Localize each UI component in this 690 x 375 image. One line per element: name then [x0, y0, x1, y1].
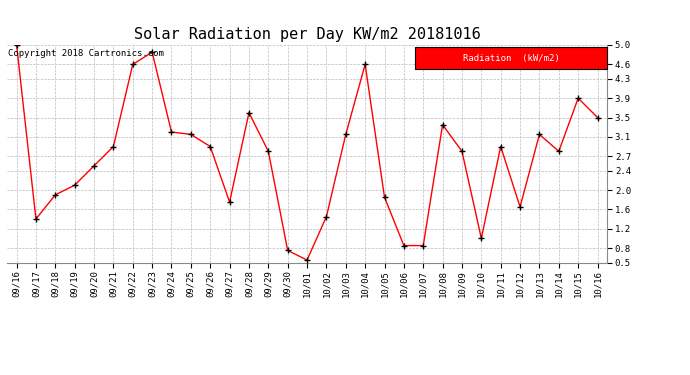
Title: Solar Radiation per Day KW/m2 20181016: Solar Radiation per Day KW/m2 20181016	[134, 27, 480, 42]
Text: Copyright 2018 Cartronics.com: Copyright 2018 Cartronics.com	[8, 50, 164, 58]
Text: Radiation  (kW/m2): Radiation (kW/m2)	[463, 54, 560, 63]
FancyBboxPatch shape	[415, 47, 607, 69]
